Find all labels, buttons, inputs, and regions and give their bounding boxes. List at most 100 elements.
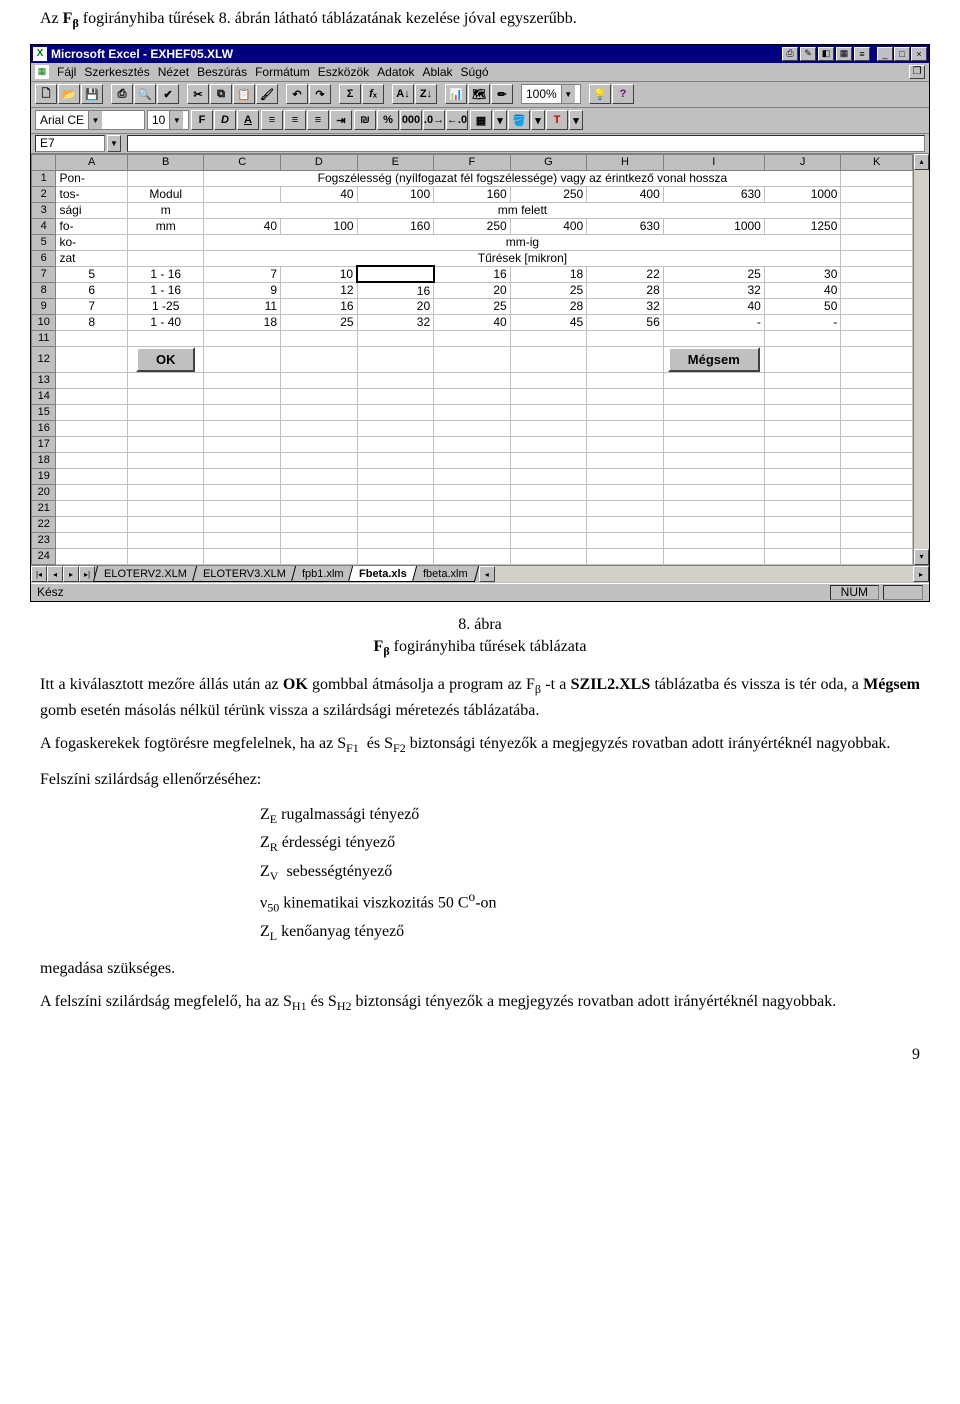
cell[interactable]: 8	[56, 314, 127, 330]
cell[interactable]	[587, 420, 664, 436]
cell[interactable]	[434, 436, 511, 452]
cell[interactable]	[764, 420, 841, 436]
font-color-icon[interactable]: T	[546, 110, 568, 130]
scroll-right-icon[interactable]: ▸	[913, 566, 929, 582]
cell[interactable]: 18	[510, 266, 587, 282]
cell[interactable]	[663, 452, 764, 468]
cell[interactable]: 25	[663, 266, 764, 282]
cell[interactable]: 25	[434, 298, 511, 314]
font-combo[interactable]: Arial CE ▼	[35, 110, 145, 130]
cell[interactable]	[841, 170, 913, 186]
cell[interactable]: 250	[434, 218, 511, 234]
cell[interactable]: 32	[663, 282, 764, 298]
cell[interactable]	[510, 548, 587, 564]
cell[interactable]	[127, 170, 204, 186]
toolbar-icon[interactable]: ▦	[836, 47, 852, 61]
cell[interactable]	[357, 516, 434, 532]
tab-first-icon[interactable]: |◂	[31, 566, 47, 582]
cell[interactable]: 1250	[764, 218, 841, 234]
new-icon[interactable]: 🗋	[35, 84, 57, 104]
cell[interactable]	[841, 436, 913, 452]
cell[interactable]: 18	[204, 314, 281, 330]
align-center-icon[interactable]: ≡	[284, 110, 306, 130]
cell[interactable]	[281, 420, 358, 436]
row-header[interactable]: 1	[32, 170, 56, 186]
cell[interactable]	[56, 388, 127, 404]
cell[interactable]	[841, 234, 913, 250]
cell[interactable]	[587, 404, 664, 420]
cell[interactable]	[663, 404, 764, 420]
cell[interactable]	[204, 500, 281, 516]
cell[interactable]	[434, 548, 511, 564]
underline-icon[interactable]: A	[237, 110, 259, 130]
cell[interactable]	[764, 436, 841, 452]
cell[interactable]	[764, 548, 841, 564]
cell[interactable]: 20	[434, 282, 511, 298]
cell[interactable]: 40	[663, 298, 764, 314]
cell[interactable]	[587, 388, 664, 404]
cell[interactable]: 160	[434, 186, 511, 202]
comma-icon[interactable]: 000	[400, 110, 422, 130]
toolbar-icon[interactable]: ≡	[854, 47, 870, 61]
cell[interactable]	[357, 388, 434, 404]
row-header[interactable]: 5	[32, 234, 56, 250]
percent-icon[interactable]: %	[377, 110, 399, 130]
bold-icon[interactable]: F	[191, 110, 213, 130]
menu-file[interactable]: Fájl	[57, 65, 76, 79]
column-header[interactable]: B	[127, 154, 204, 170]
cell[interactable]	[663, 532, 764, 548]
sort-asc-icon[interactable]: A↓	[392, 84, 414, 104]
sheet-tab[interactable]: ELOTERV3.XLM	[192, 566, 297, 582]
cell[interactable]	[127, 516, 204, 532]
column-header[interactable]: C	[204, 154, 281, 170]
cell[interactable]	[357, 468, 434, 484]
cell[interactable]	[510, 420, 587, 436]
cell[interactable]: -	[663, 314, 764, 330]
cell[interactable]	[56, 420, 127, 436]
cell[interactable]	[357, 266, 434, 282]
row-header[interactable]: 16	[32, 420, 56, 436]
cell[interactable]	[357, 548, 434, 564]
cell[interactable]	[56, 452, 127, 468]
row-header[interactable]: 7	[32, 266, 56, 282]
row-header[interactable]: 23	[32, 532, 56, 548]
cell[interactable]	[841, 298, 913, 314]
align-right-icon[interactable]: ≡	[307, 110, 329, 130]
formula-input[interactable]	[127, 135, 925, 152]
merge-center-icon[interactable]: ⇥	[330, 110, 352, 130]
spelling-icon[interactable]: ✔	[157, 84, 179, 104]
cell[interactable]	[434, 452, 511, 468]
cell[interactable]: 28	[587, 282, 664, 298]
cell[interactable]: ko-	[56, 234, 127, 250]
open-icon[interactable]: 📂	[58, 84, 80, 104]
cell[interactable]	[841, 330, 913, 346]
cell[interactable]: 7	[204, 266, 281, 282]
cell[interactable]: 400	[587, 186, 664, 202]
cell[interactable]	[204, 372, 281, 388]
cell[interactable]	[56, 436, 127, 452]
cell[interactable]	[663, 372, 764, 388]
cell[interactable]: 16	[357, 282, 434, 298]
row-header[interactable]: 13	[32, 372, 56, 388]
cell[interactable]	[281, 532, 358, 548]
column-header[interactable]: H	[587, 154, 664, 170]
cell[interactable]	[841, 250, 913, 266]
redo-icon[interactable]: ↷	[309, 84, 331, 104]
cell[interactable]: 40	[281, 186, 358, 202]
cell[interactable]: 16	[281, 298, 358, 314]
column-header[interactable]: F	[434, 154, 511, 170]
cell[interactable]	[587, 372, 664, 388]
ok-button[interactable]: OK	[136, 347, 196, 372]
cell[interactable]	[357, 532, 434, 548]
cell[interactable]	[764, 516, 841, 532]
cell[interactable]	[434, 330, 511, 346]
cell[interactable]	[764, 404, 841, 420]
cell[interactable]: 32	[357, 314, 434, 330]
cell[interactable]: 630	[663, 186, 764, 202]
cell[interactable]	[56, 404, 127, 420]
cell[interactable]: m	[127, 202, 204, 218]
cell[interactable]	[841, 218, 913, 234]
sort-desc-icon[interactable]: Z↓	[415, 84, 437, 104]
cell[interactable]: 56	[587, 314, 664, 330]
cell[interactable]	[357, 436, 434, 452]
